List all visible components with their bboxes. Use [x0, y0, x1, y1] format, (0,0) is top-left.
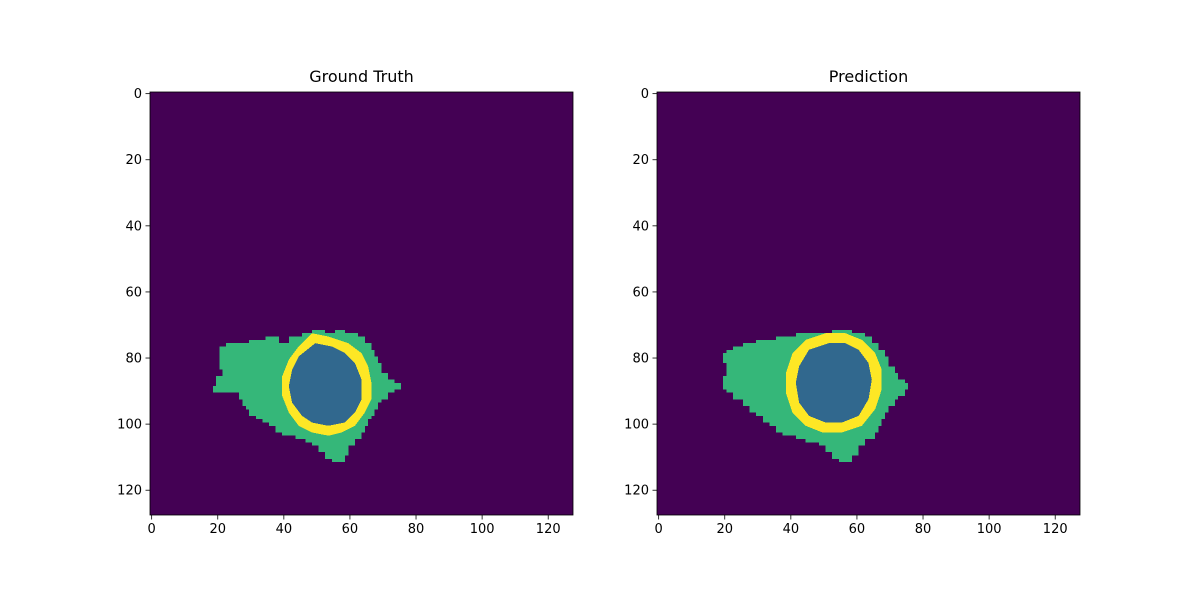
- heatmap-background-prediction: [657, 92, 1080, 515]
- y-tick-label: 40: [125, 219, 142, 234]
- axes-frame-ground-truth: [149, 91, 574, 516]
- x-axis-prediction: 0 20 40 60 80 100 120: [655, 515, 1068, 537]
- y-axis-ground-truth: 0 20 40 60 80 100 120: [117, 87, 150, 499]
- y-tick-label: 0: [641, 87, 649, 102]
- x-tick-label: 120: [536, 522, 561, 537]
- panel-ground-truth: Ground Truth 0 20 40 60 80 100 120 0 20 40 60 80 10…: [117, 67, 574, 537]
- y-tick-label: 20: [125, 153, 142, 168]
- x-tick-label: 20: [209, 522, 226, 537]
- y-tick-label: 120: [117, 484, 142, 499]
- heatmap-ground-truth: [149, 91, 574, 516]
- y-tick-label: 80: [125, 352, 142, 367]
- segmentation-region-core-ground-truth: [288, 343, 362, 426]
- x-tick-label: 40: [783, 522, 800, 537]
- x-tick-label: 80: [915, 522, 932, 537]
- y-tick-label: 60: [125, 285, 142, 300]
- x-tick-label: 20: [716, 522, 733, 537]
- y-tick-label: 100: [117, 418, 142, 433]
- heatmap-prediction: [656, 91, 1081, 516]
- y-tick-label: 100: [624, 418, 649, 433]
- x-tick-label: 60: [342, 522, 359, 537]
- y-tick-label: 80: [632, 352, 649, 367]
- y-tick-label: 60: [632, 285, 649, 300]
- x-tick-label: 80: [408, 522, 425, 537]
- x-tick-label: 0: [655, 522, 663, 537]
- segmentation-region-core-prediction: [795, 343, 872, 423]
- axes-frame-prediction: [656, 91, 1081, 516]
- x-tick-label: 120: [1043, 522, 1068, 537]
- x-tick-label: 0: [148, 522, 156, 537]
- x-axis-ground-truth: 0 20 40 60 80 100 120: [148, 515, 561, 537]
- panel-title-prediction: Prediction: [829, 67, 908, 86]
- panel-prediction: Prediction 0 20 40 60 80 100 120 0 20 40 60 80 100 1…: [624, 67, 1081, 537]
- x-tick-label: 40: [276, 522, 293, 537]
- x-tick-label: 100: [977, 522, 1002, 537]
- y-axis-prediction: 0 20 40 60 80 100 120: [624, 87, 657, 499]
- y-tick-label: 120: [624, 484, 649, 499]
- y-tick-label: 20: [632, 153, 649, 168]
- panel-title-ground-truth: Ground Truth: [309, 67, 414, 86]
- y-tick-label: 0: [134, 87, 142, 102]
- x-tick-label: 100: [470, 522, 495, 537]
- y-tick-label: 40: [632, 219, 649, 234]
- heatmap-background-ground-truth: [150, 92, 573, 515]
- x-tick-label: 60: [849, 522, 866, 537]
